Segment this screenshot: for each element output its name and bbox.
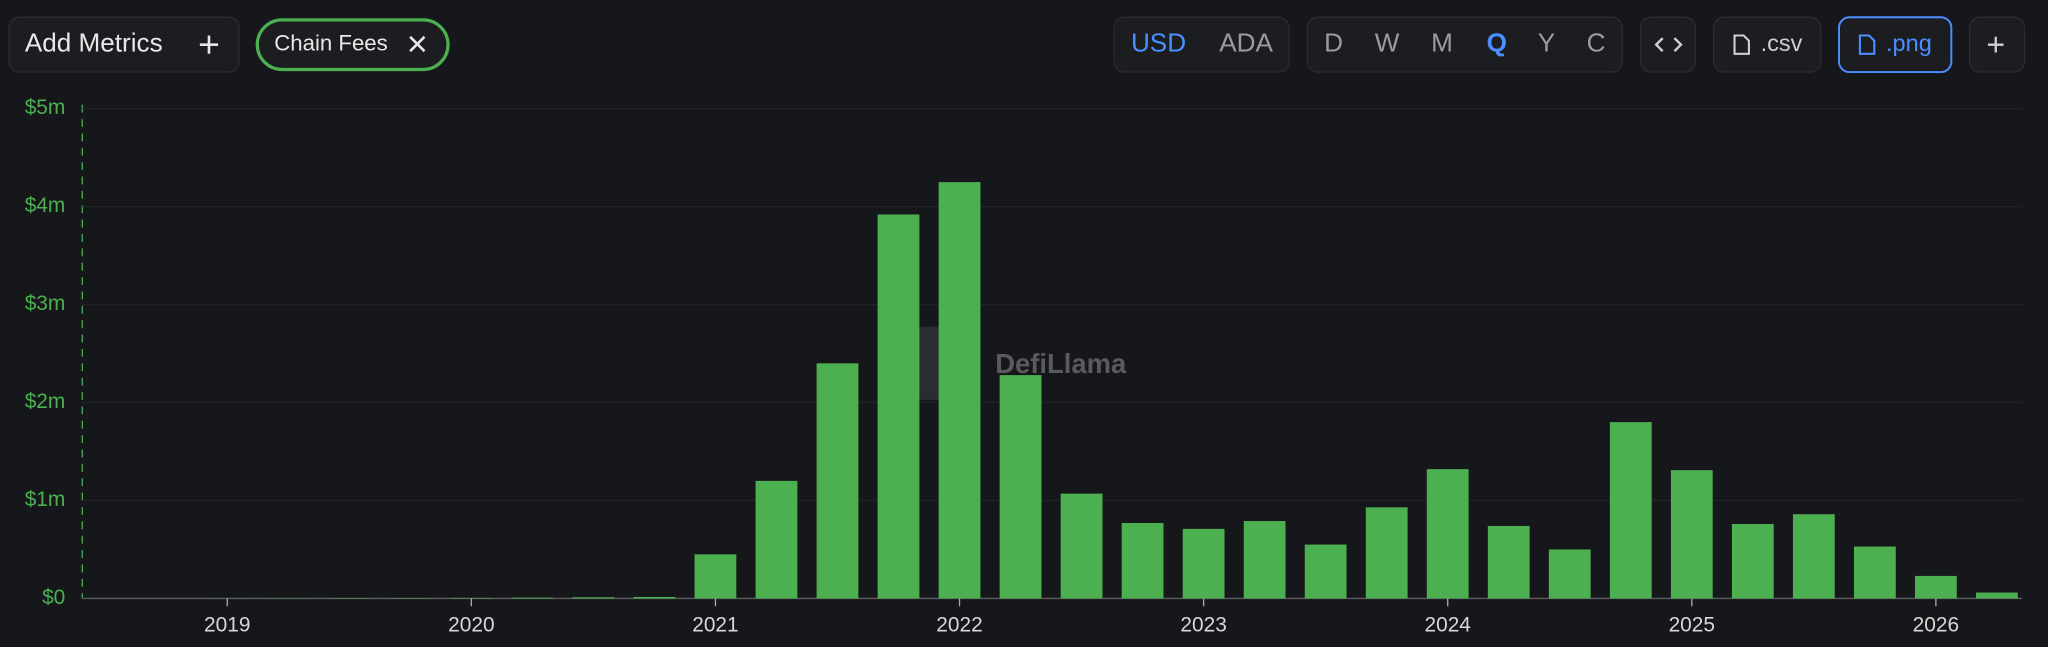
bar [1976, 592, 2018, 599]
x-tick-label: 2025 [1669, 613, 1715, 636]
bar [1060, 493, 1103, 599]
period-option[interactable]: C [1587, 28, 1606, 58]
bar [572, 597, 615, 599]
file-icon [1858, 34, 1876, 55]
y-tick-label: $1m [25, 488, 66, 511]
bar [1243, 521, 1286, 599]
bar [1792, 514, 1835, 599]
x-tick-label: 2022 [936, 613, 982, 636]
currency-option[interactable]: USD [1131, 28, 1186, 58]
plus-icon [199, 35, 219, 54]
bar [877, 214, 920, 599]
chain-fees-chip[interactable] [255, 18, 450, 72]
plus-icon [1987, 36, 2004, 53]
bar [1365, 507, 1408, 599]
bar [816, 363, 859, 599]
embed-button[interactable] [1639, 16, 1696, 73]
plot: $0 $1m $2m $3m $4m $5m 2019 2020 2021 2022 2023 202… [25, 96, 2022, 636]
csv-label: .csv [1761, 30, 1803, 56]
bar [1121, 523, 1164, 599]
bar [1731, 523, 1774, 599]
png-label: .png [1886, 30, 1932, 56]
bar [1304, 544, 1347, 599]
period-option[interactable]: Y [1538, 28, 1555, 58]
currency-option[interactable]: ADA [1219, 28, 1273, 58]
y-tick-label: $0 [42, 586, 65, 609]
period-option[interactable]: M [1431, 28, 1453, 58]
y-tick-label: $4m [25, 194, 66, 217]
bar [694, 554, 737, 599]
csv-button[interactable] [1712, 16, 1822, 73]
bar [633, 596, 676, 599]
period-option[interactable]: W [1375, 28, 1400, 58]
bar [1914, 575, 1957, 599]
bar [1548, 549, 1591, 599]
bar [511, 597, 554, 599]
y-tick-label: $5m [25, 96, 66, 119]
watermark: DefiLlama [995, 348, 1127, 379]
bar [1182, 528, 1225, 599]
png-button[interactable] [1838, 16, 1953, 74]
y-tick-label: $2m [25, 390, 66, 413]
bar [1670, 470, 1713, 599]
period-option[interactable]: D [1324, 28, 1343, 58]
x-tick-label: 2020 [448, 613, 494, 636]
bar [1487, 525, 1530, 599]
bar [999, 375, 1042, 599]
bar [1853, 546, 1896, 599]
x-tick-label: 2023 [1180, 613, 1226, 636]
bar [755, 480, 798, 599]
x-tick-label: 2019 [204, 613, 250, 636]
add-metrics-label: Add Metrics [25, 28, 163, 58]
add-metrics-button[interactable] [8, 16, 240, 73]
x-tick-label: 2024 [1424, 613, 1470, 636]
x-tick-label: 2021 [692, 613, 738, 636]
bar [1609, 422, 1652, 599]
period-option[interactable]: Q [1487, 28, 1507, 58]
currency-group [1113, 16, 1290, 73]
chip-label: Chain Fees [274, 31, 387, 56]
bar [938, 182, 981, 599]
toolbar: Add Metrics Chain Fees USD ADA D W M Q Y… [8, 16, 2026, 74]
bar [1426, 469, 1469, 599]
period-group [1306, 16, 1623, 73]
file-icon [1733, 34, 1750, 55]
x-tick-label: 2026 [1913, 613, 1959, 636]
code-icon [1654, 37, 1683, 53]
close-icon [409, 35, 426, 53]
y-tick-label: $3m [25, 292, 66, 315]
